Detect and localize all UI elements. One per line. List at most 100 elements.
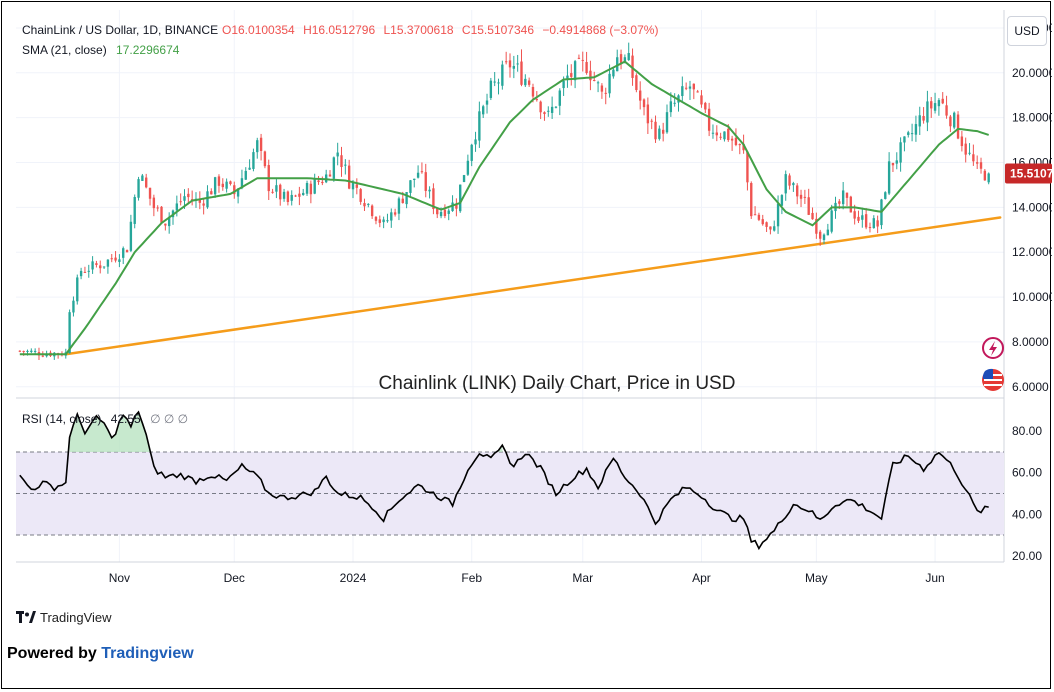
rsi-value: 42.55 bbox=[111, 412, 141, 426]
candle-body bbox=[256, 140, 259, 153]
candle-body bbox=[635, 75, 638, 91]
time-axis[interactable]: Nov Dec 2024 Feb Mar Apr May Jun bbox=[109, 571, 945, 585]
candle-body bbox=[753, 214, 757, 216]
candle-body bbox=[332, 157, 336, 179]
candle-body bbox=[573, 61, 577, 81]
candle-body bbox=[347, 165, 351, 189]
time-tick-label: Jun bbox=[925, 571, 944, 585]
candle-body bbox=[577, 57, 581, 59]
candle-body bbox=[485, 100, 489, 105]
candle-body bbox=[585, 61, 588, 74]
candle-body bbox=[401, 198, 404, 204]
time-tick-label: Mar bbox=[572, 571, 593, 585]
candle-body bbox=[432, 188, 435, 210]
open-value: O16.0100354 bbox=[222, 23, 295, 37]
candle-body bbox=[344, 164, 347, 166]
candle-body bbox=[462, 175, 466, 182]
lightning-icon[interactable] bbox=[982, 337, 1004, 359]
candle-body bbox=[922, 115, 925, 121]
candle-body bbox=[723, 131, 726, 140]
candle-body bbox=[983, 170, 987, 181]
price-tick-label: 10.0000 bbox=[1012, 290, 1052, 304]
candle-body bbox=[581, 59, 584, 61]
price-tick-label: 8.0000 bbox=[1012, 335, 1049, 349]
powered-brand: Tradingview bbox=[101, 645, 194, 662]
candle-body bbox=[700, 95, 703, 105]
candle-body bbox=[933, 103, 937, 111]
candle-body bbox=[704, 102, 707, 110]
time-tick-label: Nov bbox=[109, 571, 130, 585]
candle-body bbox=[566, 75, 569, 80]
tradingview-logo[interactable]: TradingView bbox=[16, 610, 112, 625]
candle-body bbox=[298, 193, 301, 197]
candle-body bbox=[501, 64, 504, 86]
candle-body bbox=[815, 218, 818, 234]
high-value: H16.0512796 bbox=[303, 23, 375, 37]
candle-body bbox=[711, 132, 715, 134]
price-tick-label: 12.0000 bbox=[1012, 245, 1052, 259]
candle-body bbox=[213, 177, 217, 195]
candle-body bbox=[286, 191, 290, 202]
candle-body bbox=[550, 106, 554, 113]
rsi-placeholders: ∅ ∅ ∅ bbox=[150, 412, 188, 426]
rsi-tick-label: 80.00 bbox=[1012, 424, 1042, 438]
candle-body bbox=[290, 194, 293, 201]
rsi-series bbox=[19, 410, 989, 551]
rsi-legend: RSI (14, close) 42.55 ∅ ∅ ∅ bbox=[22, 412, 188, 426]
candle-body bbox=[508, 60, 512, 68]
rsi-tick-label: 60.00 bbox=[1012, 466, 1042, 480]
candle-body bbox=[838, 201, 841, 204]
candle-body bbox=[167, 216, 171, 227]
candle-body bbox=[692, 83, 696, 90]
candle-body bbox=[918, 115, 921, 127]
candle-body bbox=[497, 82, 500, 84]
candle-body bbox=[225, 181, 228, 189]
candle-body bbox=[895, 160, 898, 164]
candle-body bbox=[439, 211, 443, 217]
candle-body bbox=[87, 270, 90, 272]
candle-body bbox=[665, 112, 669, 133]
candle-body bbox=[114, 257, 117, 261]
candle-body bbox=[83, 271, 87, 273]
powered-prefix: Powered by bbox=[7, 645, 102, 662]
candle-body bbox=[600, 85, 604, 92]
candle-body bbox=[792, 183, 795, 186]
rsi-line bbox=[19, 410, 989, 551]
candle-body bbox=[807, 197, 810, 215]
candle-body bbox=[554, 106, 558, 108]
candle-body bbox=[941, 98, 944, 104]
currency-button[interactable]: USD bbox=[1007, 16, 1047, 46]
candle-body bbox=[646, 104, 650, 124]
time-tick-label: Feb bbox=[461, 571, 482, 585]
rsi-axis[interactable]: 80.00 60.00 40.00 20.00 bbox=[1012, 424, 1042, 563]
us-flag-icon[interactable] bbox=[982, 368, 1004, 391]
powered-by: Powered by Tradingview bbox=[7, 645, 194, 663]
candle-body bbox=[420, 171, 424, 173]
candle-body bbox=[547, 110, 550, 112]
candle-body bbox=[233, 185, 236, 195]
time-tick-label: May bbox=[805, 571, 828, 585]
candle-body bbox=[152, 197, 156, 209]
sma-line bbox=[19, 60, 990, 356]
candle-body bbox=[263, 151, 267, 167]
trendline bbox=[64, 216, 1002, 356]
candle-body bbox=[271, 191, 274, 193]
candle-body bbox=[650, 120, 653, 122]
candle-body bbox=[715, 132, 718, 136]
close-value: C15.5107346 bbox=[462, 23, 534, 37]
candle-body bbox=[589, 70, 592, 81]
price-axis[interactable]: 22.000020.000018.000016.000014.000012.00… bbox=[1012, 21, 1052, 394]
sma-label: SMA (21, close) bbox=[22, 43, 107, 57]
candle-body bbox=[841, 190, 845, 205]
candle-body bbox=[543, 112, 546, 115]
chart-canvas[interactable]: 22.000020.000018.000016.000014.000012.00… bbox=[2, 2, 1052, 602]
candle-body bbox=[378, 219, 381, 223]
candle-body bbox=[696, 91, 699, 93]
candle-body bbox=[478, 111, 481, 141]
candle-body bbox=[156, 207, 159, 209]
candle-body bbox=[734, 137, 738, 145]
candle-body bbox=[979, 162, 983, 169]
candle-body bbox=[183, 196, 186, 201]
candle-body bbox=[773, 226, 776, 231]
candle-body bbox=[122, 248, 125, 258]
